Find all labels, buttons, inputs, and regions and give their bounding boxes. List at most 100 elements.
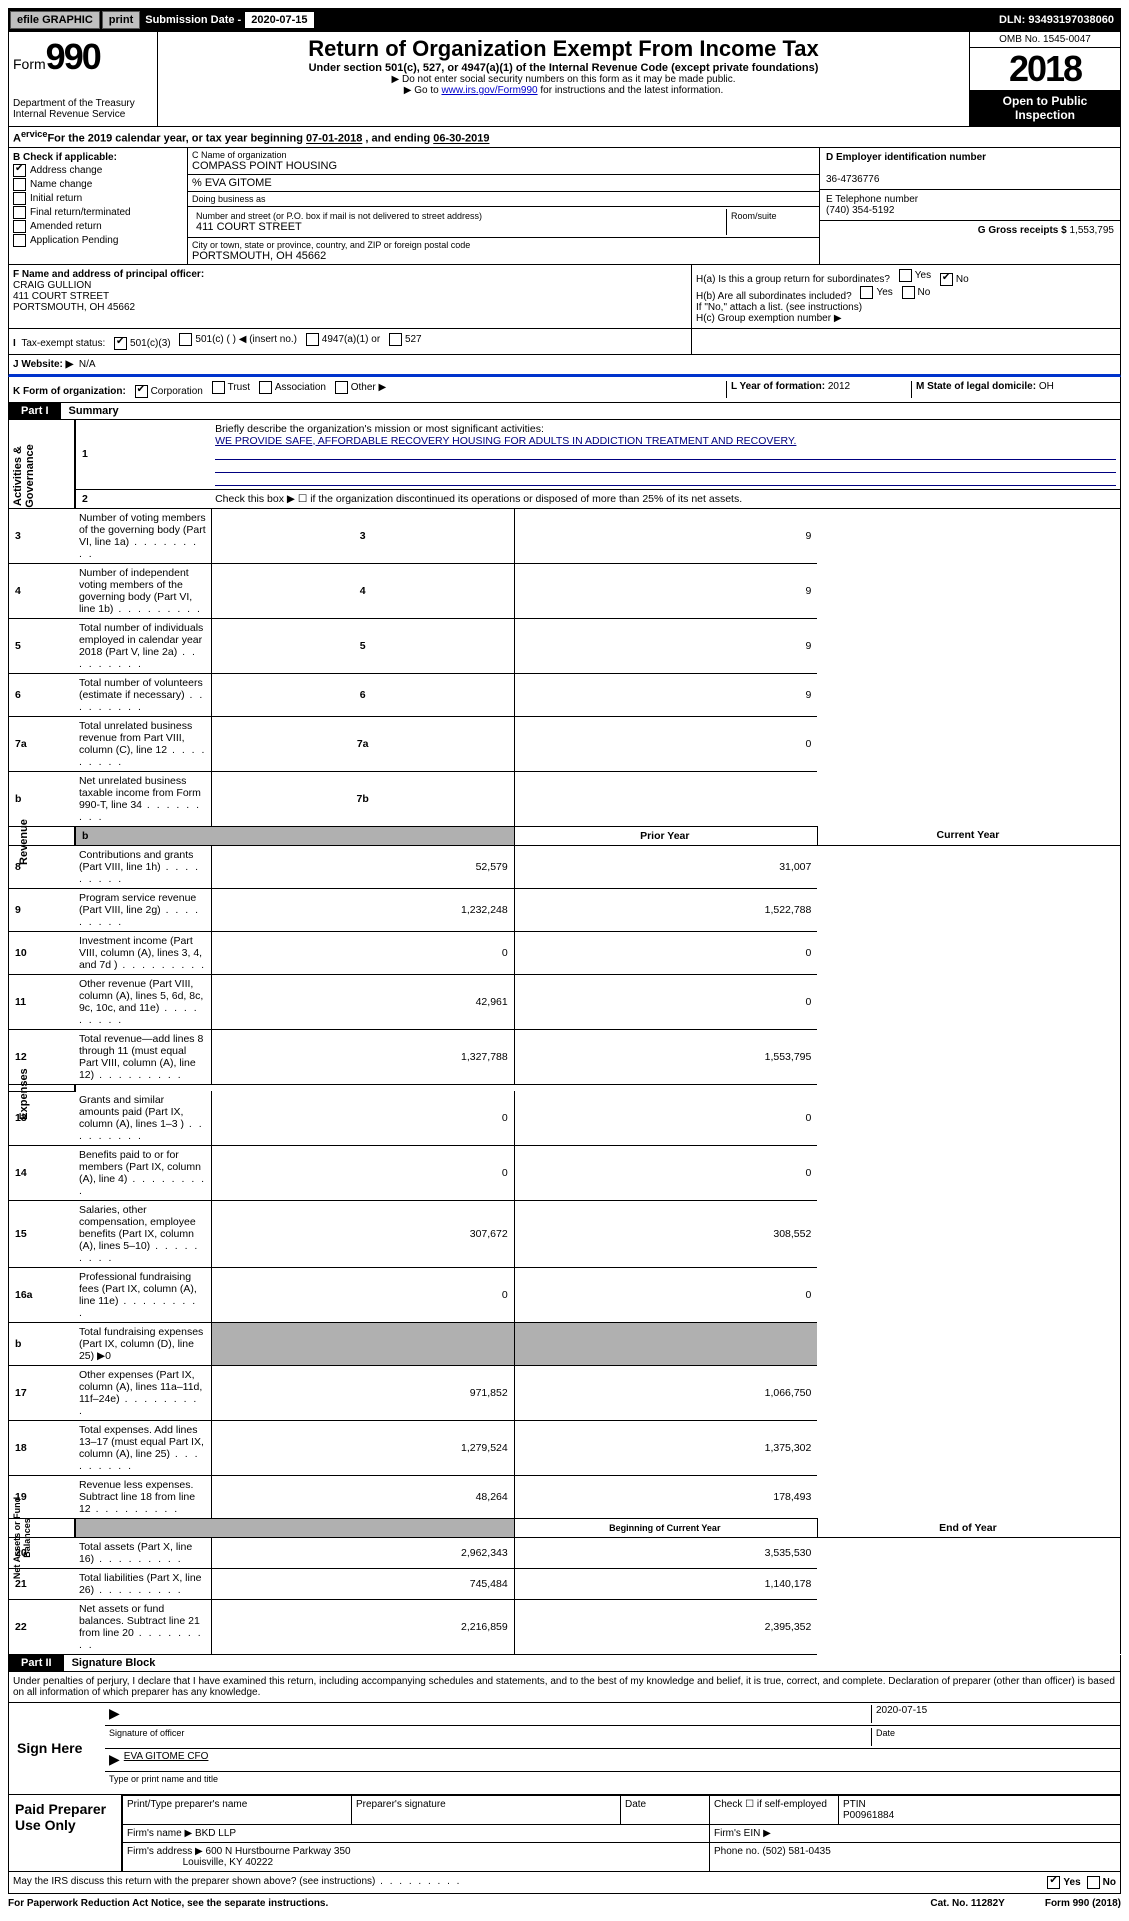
discuss-row: May the IRS discuss this return with the… [8, 1872, 1121, 1894]
expense-row: 17Other expenses (Part IX, column (A), l… [9, 1366, 1121, 1421]
netassets-row: 22Net assets or fund balances. Subtract … [9, 1599, 1121, 1654]
netassets-row: 21Total liabilities (Part X, line 26)745… [9, 1568, 1121, 1599]
sig-officer-label: Signature of officer [109, 1728, 871, 1746]
paid-preparer-block: Paid Preparer Use Only Print/Type prepar… [8, 1795, 1121, 1872]
open-public-badge: Open to PublicInspection [970, 90, 1120, 126]
mission-text: WE PROVIDE SAFE, AFFORDABLE RECOVERY HOU… [215, 435, 796, 447]
501c-checkbox[interactable] [179, 333, 192, 346]
box-b-title: B Check if applicable: [13, 152, 183, 163]
name-arrow-icon [109, 1751, 124, 1769]
form-version: Form 990 (2018) [1045, 1898, 1121, 1909]
part2-header: Part II Signature Block [8, 1655, 1121, 1672]
part2-tag: Part II [9, 1655, 64, 1671]
irs-link[interactable]: www.irs.gov/Form990 [441, 85, 537, 96]
501c3-checkbox[interactable] [114, 337, 127, 350]
boxb-checkbox-1[interactable] [13, 178, 26, 191]
expense-row: 13Grants and similar amounts paid (Part … [9, 1091, 1121, 1146]
ha-yes-checkbox[interactable] [899, 269, 912, 282]
boxb-item: Amended return [13, 220, 183, 233]
corp-checkbox[interactable] [135, 385, 148, 398]
discuss-yes-checkbox[interactable] [1047, 1876, 1060, 1889]
revenue-row: 10Investment income (Part VIII, column (… [9, 931, 1121, 974]
ha-question: H(a) Is this a group return for subordin… [696, 269, 1116, 286]
pra-notice: For Paperwork Reduction Act Notice, see … [8, 1898, 328, 1909]
trust-checkbox[interactable] [212, 381, 225, 394]
street-address: 411 COURT STREET [196, 221, 722, 233]
hb-no-checkbox[interactable] [902, 286, 915, 299]
print-button[interactable]: print [102, 11, 140, 29]
submission-label: Submission Date - [141, 14, 245, 26]
form-title: Return of Organization Exempt From Incom… [162, 36, 965, 62]
begin-year-header: Beginning of Current Year [514, 1519, 817, 1538]
other-checkbox[interactable] [335, 381, 348, 394]
ein-value: 36-4736776 [826, 174, 1114, 185]
prep-name-header: Print/Type preparer's name [123, 1795, 352, 1824]
boxb-label: Initial return [30, 193, 82, 204]
expense-row: 19Revenue less expenses. Subtract line 1… [9, 1476, 1121, 1519]
dept-treasury: Department of the Treasury [13, 98, 153, 109]
boxb-checkbox-0[interactable] [13, 164, 26, 177]
part2-title: Signature Block [64, 1655, 164, 1671]
year-formation: 2012 [828, 381, 850, 392]
sidebar-revenue: Revenue [18, 797, 30, 887]
527-checkbox[interactable] [389, 333, 402, 346]
self-employed-label: Check ☐ if self-employed [710, 1795, 839, 1824]
summary-row: 4Number of independent voting members of… [9, 563, 1121, 618]
phone-value: (740) 354-5192 [826, 205, 1114, 216]
firm-addr1: 600 N Hurstbourne Parkway 350 [206, 1846, 351, 1857]
dln-label: DLN: 93493197038060 [993, 14, 1120, 26]
expense-row: 16aProfessional fundraising fees (Part I… [9, 1268, 1121, 1323]
boxb-checkbox-3[interactable] [13, 206, 26, 219]
part1-title: Summary [61, 403, 127, 419]
boxb-checkbox-5[interactable] [13, 234, 26, 247]
sidebar-governance: Activities & Governance [12, 431, 36, 521]
submission-date: 2020-07-15 [245, 12, 313, 28]
boxb-checkbox-4[interactable] [13, 220, 26, 233]
boxb-label: Application Pending [30, 235, 118, 246]
city-label: City or town, state or province, country… [192, 240, 815, 250]
row-k: K Form of organization: Corporation Trus… [8, 377, 1121, 403]
row-a-tax-year: AerviceFor the 2019 calendar year, or ta… [8, 127, 1121, 148]
expense-row: 15Salaries, other compensation, employee… [9, 1201, 1121, 1268]
state-domicile: OH [1039, 381, 1054, 392]
box-c: C Name of organization COMPASS POINT HOU… [188, 148, 819, 264]
assoc-checkbox[interactable] [259, 381, 272, 394]
line1-label: Briefly describe the organization's miss… [215, 423, 544, 435]
revenue-row: 9Program service revenue (Part VIII, lin… [9, 888, 1121, 931]
sig-arrow-icon [109, 1705, 124, 1723]
expense-row: 14Benefits paid to or for members (Part … [9, 1146, 1121, 1201]
discuss-no-checkbox[interactable] [1087, 1876, 1100, 1889]
sidebar-expenses: Expenses [18, 1049, 30, 1139]
sig-date: 2020-07-15 [871, 1705, 1116, 1723]
website-value: N/A [79, 359, 96, 370]
gross-receipts-value: 1,553,795 [1070, 225, 1115, 236]
boxb-item: Name change [13, 178, 183, 191]
paid-preparer-label: Paid Preparer Use Only [8, 1795, 122, 1872]
catalog-number: Cat. No. 11282Y [930, 1898, 1004, 1909]
netassets-row: 20Total assets (Part X, line 16)2,962,34… [9, 1537, 1121, 1568]
dept-irs: Internal Revenue Service [13, 109, 153, 120]
phone-label: E Telephone number [826, 194, 1114, 205]
revenue-row: 8Contributions and grants (Part VIII, li… [9, 845, 1121, 888]
hb-yes-checkbox[interactable] [860, 286, 873, 299]
identity-block: B Check if applicable: Address changeNam… [8, 148, 1121, 265]
efile-button[interactable]: efile GRAPHIC [10, 11, 100, 29]
boxb-checkbox-2[interactable] [13, 192, 26, 205]
dba-label: Doing business as [192, 194, 815, 204]
summary-row: bNet unrelated business taxable income f… [9, 771, 1121, 826]
firm-name: BKD LLP [195, 1828, 236, 1839]
discuss-question: May the IRS discuss this return with the… [13, 1876, 1041, 1889]
hb-note: If "No," attach a list. (see instruction… [696, 302, 1116, 313]
ptin-cell: PTINP00961884 [839, 1795, 1121, 1824]
revenue-row: 12Total revenue—add lines 8 through 11 (… [9, 1029, 1121, 1084]
officer-addr1: 411 COURT STREET [13, 291, 687, 302]
4947-checkbox[interactable] [306, 333, 319, 346]
row-f-h: F Name and address of principal officer:… [8, 265, 1121, 329]
expense-row: bTotal fundraising expenses (Part IX, co… [9, 1323, 1121, 1366]
box-b: B Check if applicable: Address changeNam… [9, 148, 188, 264]
org-name: COMPASS POINT HOUSING [192, 160, 815, 172]
form-header: Form990 Department of the Treasury Inter… [8, 32, 1121, 127]
ha-no-checkbox[interactable] [940, 273, 953, 286]
ein-label: D Employer identification number [826, 152, 1114, 163]
signature-block: Sign Here 2020-07-15 Signature of office… [8, 1703, 1121, 1795]
